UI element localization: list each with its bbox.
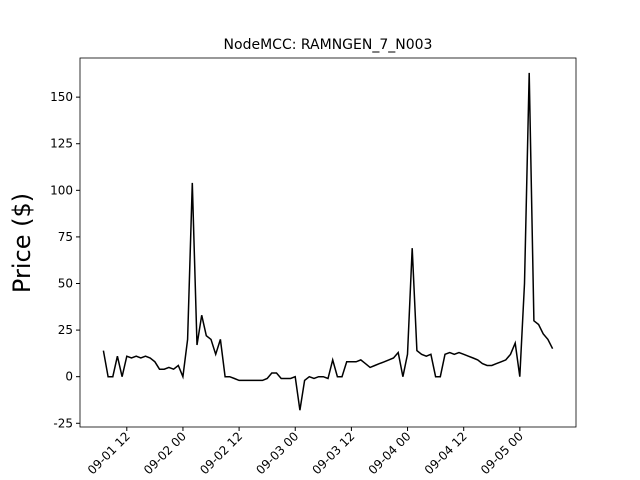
x-tick-label: 09-03 00 [253, 429, 301, 477]
x-tick-label: 09-04 12 [422, 429, 470, 477]
y-axis-label: Price ($) [8, 193, 36, 293]
y-tick-label: 25 [58, 323, 73, 337]
line [102, 72, 554, 411]
plot-frame [79, 57, 577, 428]
x-tick-label: 09-01 12 [85, 429, 133, 477]
y-tick-label: 125 [50, 137, 73, 151]
x-tick-label: 09-03 12 [309, 429, 357, 477]
y-tick-label: 0 [65, 370, 73, 384]
y-tick-label: 100 [50, 183, 73, 197]
y-tick-label: 150 [50, 90, 73, 104]
y-tick-label: 75 [58, 230, 73, 244]
y-tick-label: 50 [58, 277, 73, 291]
chart-title: NodeMCC: RAMNGEN_7_N003 [224, 37, 433, 53]
x-tick-label: 09-04 00 [366, 429, 414, 477]
x-tick-label: 09-02 12 [197, 429, 245, 477]
x-tick-label: 09-02 00 [141, 429, 189, 477]
y-tick-label: -25 [53, 416, 73, 430]
x-tick-label: 09-05 00 [478, 429, 526, 477]
